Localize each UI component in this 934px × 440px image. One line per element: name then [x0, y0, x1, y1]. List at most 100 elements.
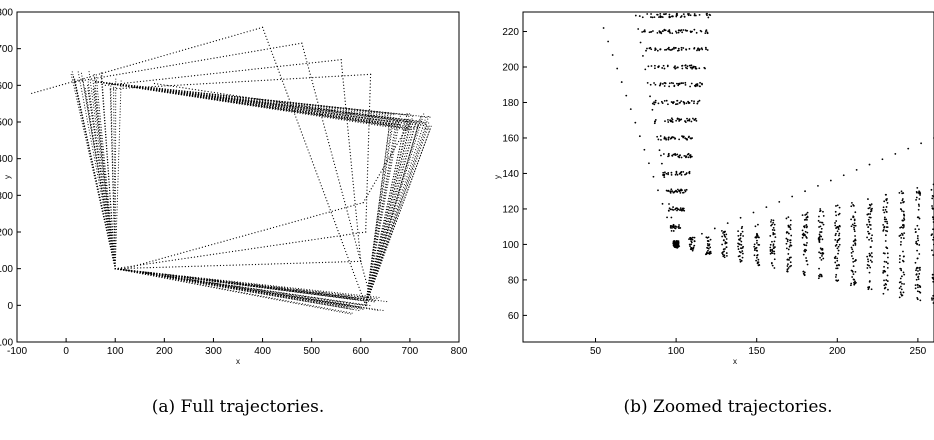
trajectory-point [167, 276, 169, 278]
trajectory-point [394, 137, 396, 139]
trajectory-point [378, 233, 380, 235]
trajectory-point [82, 99, 84, 101]
trajectory-point [354, 298, 356, 300]
trajectory-point [119, 102, 121, 104]
trajectory-point [346, 306, 348, 308]
trajectory-point [395, 216, 397, 219]
trajectory-point [322, 298, 324, 300]
trajectory-point [289, 290, 292, 292]
trajectory-point [371, 308, 373, 310]
trajectory-point [322, 293, 324, 295]
trajectory-point [102, 187, 104, 189]
trajectory-point [104, 204, 106, 206]
trajectory-point [228, 281, 230, 283]
trajectory-point [114, 181, 117, 183]
trajectory-point [85, 100, 87, 102]
trajectory-point [95, 101, 97, 103]
trajectory-point [96, 101, 98, 103]
trajectory-point [101, 161, 103, 163]
trajectory-point [78, 109, 80, 111]
trajectory-point [112, 192, 114, 194]
trajectory-point [191, 281, 194, 283]
trajectory-point [397, 129, 399, 131]
trajectory-point [297, 296, 299, 298]
trajectory-point [90, 103, 92, 105]
trajectory-point [360, 300, 362, 302]
trajectory-point [98, 123, 100, 125]
trajectory-point [386, 144, 388, 147]
trajectory-point [97, 128, 99, 130]
trajectory-point [88, 153, 90, 155]
trajectory-point [85, 139, 87, 141]
trajectory-point [301, 292, 303, 294]
trajectory-point [106, 187, 108, 189]
trajectory-point [108, 175, 110, 178]
trajectory-point [262, 296, 264, 298]
trajectory-point [104, 181, 106, 183]
trajectory-point [399, 115, 401, 117]
trajectory-point [107, 164, 109, 166]
trajectory-point [299, 302, 301, 304]
trajectory-point [411, 171, 413, 173]
trajectory-point [211, 284, 213, 286]
trajectory-point [114, 215, 116, 217]
trajectory-point [113, 92, 115, 94]
trajectory-point [258, 285, 260, 287]
trajectory-point [275, 293, 277, 295]
trajectory-point [113, 215, 115, 217]
trajectory-point [381, 217, 383, 219]
trajectory-point [84, 136, 87, 138]
trajectory-point [394, 213, 396, 215]
trajectory-point [275, 287, 277, 289]
trajectory-point [114, 190, 117, 192]
trajectory-point [90, 137, 92, 139]
trajectory-point [102, 157, 104, 159]
trajectory-point [107, 207, 109, 209]
trajectory-point [115, 120, 117, 122]
trajectory-point [88, 73, 90, 75]
trajectory-point [99, 110, 101, 112]
trajectory-point [110, 99, 112, 101]
trajectory-point [117, 164, 120, 166]
trajectory-point [100, 140, 102, 142]
trajectory-point [91, 161, 93, 163]
trajectory-point [93, 74, 95, 76]
trajectory-point [92, 138, 94, 140]
trajectory-point [94, 162, 96, 164]
trajectory-point [283, 290, 285, 292]
trajectory-point [102, 190, 105, 192]
trajectory-point [111, 145, 113, 147]
trajectory-point [95, 76, 97, 78]
trajectory-point [90, 152, 92, 154]
trajectory-point [299, 297, 302, 299]
trajectory-point [288, 300, 290, 302]
trajectory-point [103, 173, 106, 175]
trajectory-point [281, 300, 283, 302]
trajectory-point [340, 293, 342, 296]
trajectory-point [95, 90, 97, 92]
trajectory-point [263, 296, 265, 298]
trajectory-point [101, 135, 103, 137]
trajectory-point [349, 308, 352, 310]
trajectory-point [111, 159, 113, 161]
trajectory-point [82, 117, 84, 119]
trajectory-point [379, 194, 381, 196]
trajectory-point [375, 299, 377, 301]
trajectory-point [263, 287, 266, 289]
trajectory-point [230, 287, 232, 289]
trajectory-point [111, 136, 113, 139]
trajectory-point [414, 163, 416, 165]
trajectory-point [92, 163, 94, 165]
trajectory-point [341, 297, 343, 299]
trajectory-point [375, 296, 377, 298]
trajectory-point [102, 143, 104, 145]
trajectory-point [106, 218, 108, 220]
trajectory-point [384, 200, 386, 202]
trajectory-point [91, 158, 93, 160]
trajectory-point [101, 80, 103, 83]
trajectory-point [84, 107, 86, 109]
trajectory-point [337, 295, 339, 297]
trajectory-point [211, 283, 213, 285]
trajectory-point [234, 281, 236, 283]
trajectory-point [306, 288, 308, 291]
